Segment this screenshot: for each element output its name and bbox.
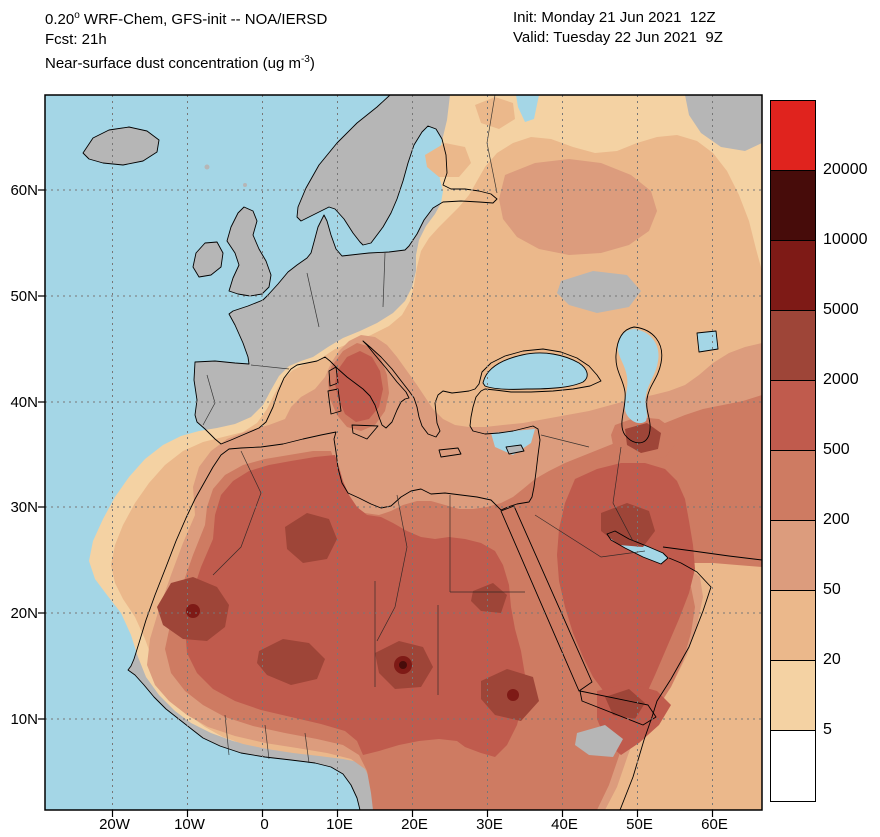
lon-tick-label: 10E — [326, 816, 353, 833]
country-borders — [202, 95, 646, 764]
white-sea — [516, 95, 539, 122]
map-frame — [44, 94, 763, 811]
colorbar-label: 20000 — [823, 161, 868, 178]
dust-level-500-2000-mideast — [557, 463, 695, 711]
great-britain — [227, 207, 271, 296]
very-dark-spot-sudan — [507, 689, 519, 701]
lat-tick-label: 20N — [10, 605, 38, 622]
colorbar-label: 10000 — [823, 231, 868, 248]
colorbar-label: 50 — [823, 581, 841, 598]
field-close-paren: ) — [309, 55, 315, 72]
dust-band-russia — [499, 159, 657, 255]
gray-patch-volga — [557, 271, 641, 313]
lon-tick-label: 30E — [476, 816, 503, 833]
field-units-exponent: -3 — [300, 54, 310, 65]
east-med-surface — [491, 429, 535, 455]
gray-patch-top-right — [685, 95, 762, 151]
north-caspian-surface — [617, 329, 659, 424]
model-name: WRF-Chem, GFS-init -- NOA/IERSD — [79, 11, 328, 28]
faroe-islands — [204, 164, 210, 170]
iceland — [83, 127, 159, 165]
dark-blob-yemen — [605, 689, 645, 719]
aral-surface — [697, 331, 718, 352]
colorbar-label: 2000 — [823, 371, 859, 388]
colorbar-segment — [771, 101, 815, 171]
colorbar-segment — [771, 661, 815, 731]
forecast-hour: Fcst: 21h — [45, 31, 107, 48]
colorbar-label: 20 — [823, 651, 841, 668]
map-canvas — [38, 94, 763, 817]
dark-blob-iraq-gulf — [601, 503, 655, 547]
model-title: 0.20o WRF-Chem, GFS-init -- NOA/IERSD — [45, 6, 327, 30]
colorbar-segment — [771, 311, 815, 381]
colorbar-segment — [771, 381, 815, 451]
colorbar-segment — [771, 591, 815, 661]
dark-blob-south-caspian — [625, 423, 661, 453]
colorbar-segment — [771, 451, 815, 521]
valid-time: Valid: Tuesday 22 Jun 2021 9Z — [513, 29, 723, 46]
lat-tick-label: 30N — [10, 499, 38, 516]
colorbar-label: 5000 — [823, 301, 859, 318]
colorbar-segment — [771, 241, 815, 311]
dust-patch-finland — [425, 143, 471, 177]
lat-tick-label: 10N — [10, 711, 38, 728]
dust-patch-karelia — [475, 97, 515, 129]
lat-tick-label: 40N — [10, 394, 38, 411]
gray-patch-ethiopia — [575, 725, 623, 757]
black-sea — [483, 352, 588, 390]
colorbar-segment — [771, 171, 815, 241]
dark-blob-algeria — [285, 513, 337, 563]
lat-tick-label: 60N — [10, 182, 38, 199]
lon-tick-label: 20W — [99, 816, 130, 833]
lon-tick-label: 0 — [260, 816, 269, 833]
lon-tick-label: 60E — [701, 816, 728, 833]
plot-header-left: 0.20o WRF-Chem, GFS-init -- NOA/IERSD Fc… — [45, 6, 327, 74]
lon-tick-label: 50E — [626, 816, 653, 833]
darkest-core-bodele — [399, 661, 407, 669]
init-time: Init: Monday 21 Jun 2021 12Z — [513, 9, 716, 26]
dark-blob-egypt — [471, 583, 507, 613]
colorbar-label: 500 — [823, 441, 850, 458]
colorbar — [770, 100, 816, 802]
field-title: Near-surface dust concentration (ug m-3) — [45, 50, 327, 74]
lon-tick-label: 10W — [174, 816, 205, 833]
field-name: Near-surface dust concentration (ug m — [45, 55, 301, 72]
ireland — [193, 242, 223, 277]
shetland — [243, 183, 247, 187]
very-dark-spot-mauritania — [186, 604, 200, 618]
dust-level-500-2000-sahara — [185, 455, 525, 757]
colorbar-segment — [771, 731, 815, 801]
plot-header-right: Init: Monday 21 Jun 2021 12Z Valid: Tues… — [513, 8, 723, 48]
model-resolution: 0.20 — [45, 11, 75, 28]
lon-tick-label: 40E — [551, 816, 578, 833]
lon-tick-label: 20E — [401, 816, 428, 833]
colorbar-label: 200 — [823, 511, 850, 528]
colorbar-segment — [771, 521, 815, 591]
degree-symbol: o — [74, 10, 80, 21]
dark-blob-mali — [257, 639, 325, 685]
axis-ticks — [38, 189, 714, 817]
colorbar-label: 5 — [823, 721, 832, 738]
coastlines — [82, 95, 762, 810]
lat-tick-label: 50N — [10, 288, 38, 305]
